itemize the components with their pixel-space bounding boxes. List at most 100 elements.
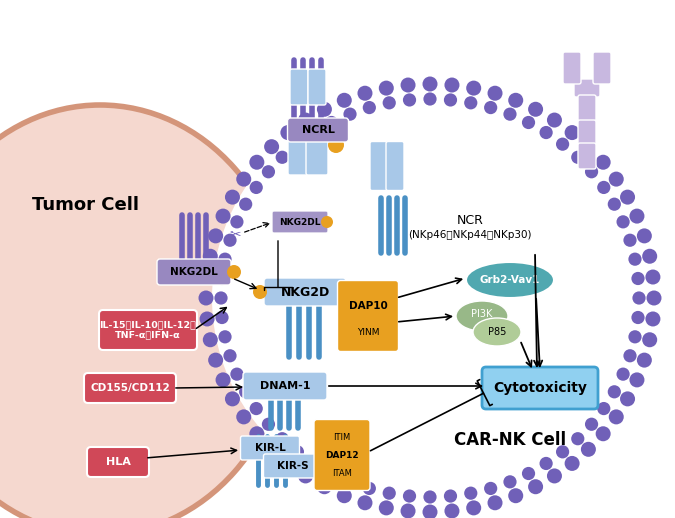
Circle shape (630, 209, 645, 224)
Circle shape (200, 311, 215, 326)
Circle shape (547, 112, 562, 127)
Circle shape (291, 138, 304, 151)
Text: ITIM: ITIM (333, 433, 350, 441)
Circle shape (225, 190, 240, 205)
Circle shape (571, 432, 585, 445)
FancyBboxPatch shape (288, 121, 310, 175)
Circle shape (262, 165, 275, 178)
Circle shape (230, 368, 244, 381)
Circle shape (444, 503, 460, 518)
Circle shape (403, 93, 416, 107)
Circle shape (608, 197, 621, 211)
Circle shape (280, 456, 296, 471)
Circle shape (608, 385, 621, 398)
Circle shape (298, 468, 313, 483)
Circle shape (215, 272, 229, 285)
Circle shape (464, 486, 477, 500)
Circle shape (628, 253, 641, 266)
Circle shape (556, 138, 569, 151)
Circle shape (325, 467, 338, 480)
Circle shape (362, 101, 376, 114)
Circle shape (539, 457, 553, 470)
Circle shape (528, 479, 543, 494)
Circle shape (307, 457, 321, 470)
Circle shape (645, 311, 660, 326)
Text: IL-15、IL-10、IL-12、
TNF-α、IFN-α: IL-15、IL-10、IL-12、 TNF-α、IFN-α (100, 320, 196, 340)
Circle shape (358, 495, 373, 510)
Text: KIR-S: KIR-S (277, 461, 309, 471)
Circle shape (236, 171, 251, 186)
Circle shape (262, 418, 275, 431)
Circle shape (464, 96, 477, 109)
Circle shape (620, 190, 635, 205)
Circle shape (616, 368, 630, 381)
Text: NKG2DL: NKG2DL (279, 218, 321, 226)
Circle shape (637, 228, 652, 243)
Circle shape (609, 171, 624, 186)
Circle shape (595, 155, 611, 170)
Circle shape (253, 285, 267, 299)
Circle shape (275, 151, 289, 164)
FancyBboxPatch shape (578, 120, 596, 146)
Circle shape (564, 456, 580, 471)
Circle shape (383, 96, 396, 109)
Circle shape (358, 85, 373, 100)
Circle shape (264, 442, 279, 457)
Text: Grb2-Vav1: Grb2-Vav1 (480, 275, 540, 285)
Circle shape (400, 78, 416, 93)
Text: NKG2DL: NKG2DL (170, 267, 218, 277)
Circle shape (645, 269, 660, 284)
Circle shape (628, 330, 641, 343)
Circle shape (291, 445, 304, 458)
Circle shape (556, 445, 569, 458)
Circle shape (547, 468, 562, 483)
Circle shape (444, 490, 457, 502)
Circle shape (522, 116, 535, 129)
FancyBboxPatch shape (243, 372, 327, 400)
Text: P85: P85 (488, 327, 506, 337)
FancyBboxPatch shape (593, 52, 611, 84)
Circle shape (504, 108, 516, 121)
Circle shape (528, 102, 543, 117)
Text: NKG2D: NKG2D (280, 285, 329, 298)
Text: Cytotoxicity: Cytotoxicity (493, 381, 587, 395)
Circle shape (200, 269, 215, 284)
Circle shape (219, 330, 232, 343)
Circle shape (325, 116, 338, 129)
Circle shape (403, 490, 416, 502)
Circle shape (647, 291, 662, 306)
FancyBboxPatch shape (308, 69, 326, 105)
Circle shape (198, 291, 213, 306)
Circle shape (484, 482, 497, 495)
Circle shape (609, 409, 624, 424)
FancyBboxPatch shape (578, 95, 596, 121)
Circle shape (484, 101, 497, 114)
Circle shape (624, 234, 637, 247)
Circle shape (630, 372, 645, 387)
Circle shape (632, 292, 645, 305)
FancyBboxPatch shape (99, 310, 197, 350)
Text: KIR-L: KIR-L (254, 443, 286, 453)
Circle shape (597, 402, 610, 415)
Circle shape (239, 197, 252, 211)
Text: YINM: YINM (357, 327, 379, 337)
FancyBboxPatch shape (482, 367, 598, 409)
Circle shape (298, 112, 313, 127)
FancyBboxPatch shape (87, 447, 149, 477)
Circle shape (249, 426, 265, 441)
Circle shape (337, 93, 352, 108)
Circle shape (208, 228, 223, 243)
FancyBboxPatch shape (338, 281, 398, 352)
Text: ITAM: ITAM (332, 468, 352, 478)
Circle shape (423, 77, 437, 92)
Circle shape (423, 92, 437, 106)
Circle shape (444, 93, 457, 107)
Ellipse shape (0, 105, 290, 518)
Circle shape (321, 216, 333, 228)
Circle shape (585, 165, 598, 178)
Circle shape (642, 249, 657, 264)
Ellipse shape (212, 90, 648, 506)
Circle shape (631, 311, 645, 324)
Circle shape (307, 126, 321, 139)
Circle shape (215, 372, 231, 387)
